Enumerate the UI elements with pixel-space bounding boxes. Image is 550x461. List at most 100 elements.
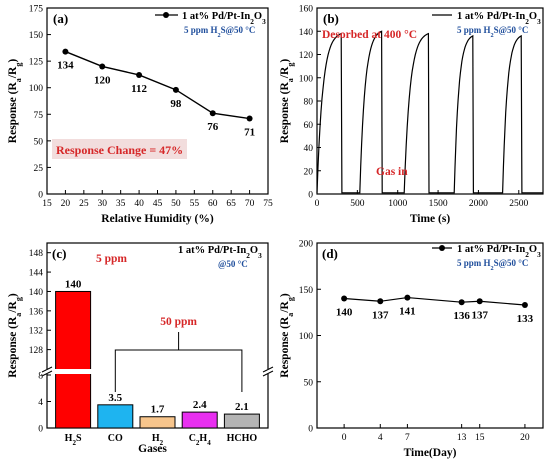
- annotation-text: Response Change = 47%: [56, 143, 183, 157]
- y-axis-label: Response (Ra/Rg): [7, 293, 23, 378]
- data-point: [476, 298, 483, 305]
- y-tick-label: 160: [299, 5, 314, 15]
- y-tick-label: 140: [299, 28, 314, 38]
- x-axis-label: Time (s): [410, 213, 451, 225]
- series-line: [316, 30, 543, 194]
- data-label: 1.7: [151, 404, 165, 416]
- x-axis-label: Time(Day): [404, 447, 457, 459]
- annotation-box: [52, 139, 187, 159]
- x-axis-label: Relative Humidity (%): [101, 213, 214, 225]
- legend-marker: [439, 245, 445, 251]
- y-tick-label: 0: [38, 191, 43, 201]
- x-tick-label: 45: [153, 199, 163, 209]
- bar: [139, 416, 176, 429]
- legend-label: 1 at% Pd/Pt-In2O3: [457, 244, 541, 259]
- data-label: 140: [65, 278, 82, 290]
- x-tick-label: 1000: [388, 199, 407, 209]
- y-axis-label: Response (Ra/Rg): [279, 59, 295, 144]
- y-tick-label: 132: [29, 327, 44, 337]
- data-label: 120: [94, 74, 111, 86]
- y-tick-label: 80: [304, 98, 314, 108]
- legend-marker: [163, 12, 169, 18]
- data-label: 71: [244, 127, 255, 139]
- plot-frame: [316, 242, 544, 429]
- axis-break-mark: [41, 370, 53, 377]
- axis-break-mark: [41, 366, 53, 373]
- x-tick-label: 75: [263, 199, 273, 209]
- y-tick-label: 175: [29, 5, 44, 15]
- data-label: 2.4: [193, 399, 207, 411]
- panel-b: 0 500 1000 1500 2000 2500 0 20 40 60 80 100 120 140 16…: [279, 5, 544, 225]
- x-tick-label: 70: [245, 199, 255, 209]
- x-axis-label: Gases: [138, 443, 167, 455]
- data-label: 137: [471, 309, 488, 321]
- annotation-desorbed: Desorbed at 400 °C: [322, 29, 417, 41]
- y-tick-label: 8: [38, 372, 43, 382]
- bar: [181, 411, 218, 429]
- y-tick-label: 20: [304, 167, 314, 177]
- y-tick-label: 200: [299, 240, 314, 250]
- x-tick-label: 500: [350, 199, 365, 209]
- panel-letter: (b): [323, 11, 339, 26]
- y-tick-label: 140: [29, 288, 44, 298]
- y-tick-label: 150: [299, 286, 314, 296]
- data-point: [62, 48, 69, 55]
- condition-label: 5 ppm H2S@50 °C: [457, 25, 528, 39]
- x-tick-label: 20: [61, 199, 71, 209]
- y-tick-label: 25: [34, 164, 44, 174]
- y-tick-label: 150: [29, 31, 44, 41]
- y-tick-label: 60: [304, 121, 314, 131]
- data-point: [246, 115, 253, 122]
- concentration-label-50ppm: 50 ppm: [160, 316, 197, 328]
- data-label: 140: [336, 307, 353, 319]
- x-tick-label: 35: [116, 199, 126, 209]
- y-tick-label: 144: [29, 269, 44, 279]
- condition-label: 5 ppm H2S@50 °C: [184, 25, 255, 39]
- x-tick-label: 13: [457, 433, 467, 443]
- series-line: [65, 50, 250, 120]
- panel-letter: (a): [53, 11, 68, 26]
- data-label: 112: [131, 83, 147, 95]
- y-tick-label: 128: [29, 346, 44, 356]
- data-point: [521, 301, 528, 308]
- data-label: 3.5: [108, 392, 122, 404]
- axis-break-gap: [41, 369, 274, 374]
- x-tick-label: 15: [42, 199, 52, 209]
- y-tick-label: 75: [34, 111, 44, 121]
- panel-letter: (d): [322, 246, 338, 261]
- legend-label: 1 at% Pd/Pt-In2O3: [178, 245, 262, 260]
- x-tick-label: 4: [378, 433, 383, 443]
- legend-label: 1 at% Pd/Pt-In2O3: [182, 11, 266, 26]
- y-axis-label: Response (Ra/Rg): [7, 59, 23, 144]
- x-tick-label: 65: [226, 199, 236, 209]
- data-point: [172, 86, 179, 93]
- data-point: [341, 295, 348, 302]
- y-tick-label: 120: [299, 51, 314, 61]
- data-point: [377, 298, 384, 305]
- x-tick-label: 30: [98, 199, 108, 209]
- data-label: 136: [453, 310, 470, 322]
- data-label: 141: [399, 306, 416, 318]
- concentration-label-5ppm: 5 ppm: [96, 253, 127, 265]
- x-tick-label: 40: [134, 199, 144, 209]
- y-tick-label: 0: [308, 425, 313, 435]
- axis-break-mark: [262, 366, 274, 373]
- x-tick-label: 0: [315, 199, 320, 209]
- y-axis-label: Response (Ra/Rg): [279, 293, 295, 378]
- series-line: [344, 296, 525, 306]
- x-tick-label: H2: [152, 433, 164, 447]
- y-tick-label: 136: [29, 307, 44, 317]
- x-tick-label: 60: [208, 199, 218, 209]
- y-tick-label: 50: [304, 378, 314, 388]
- bar: [97, 404, 134, 429]
- data-point: [458, 299, 465, 306]
- x-tick-label: 7: [405, 433, 410, 443]
- panel-letter: (c): [52, 246, 66, 261]
- y-tick-label: 100: [299, 74, 314, 84]
- x-tick-label: CO: [108, 433, 123, 444]
- data-point: [136, 71, 143, 78]
- annotation-gas-in: Gas in: [376, 166, 408, 178]
- y-tick-label: 40: [304, 144, 314, 154]
- data-point: [99, 63, 106, 70]
